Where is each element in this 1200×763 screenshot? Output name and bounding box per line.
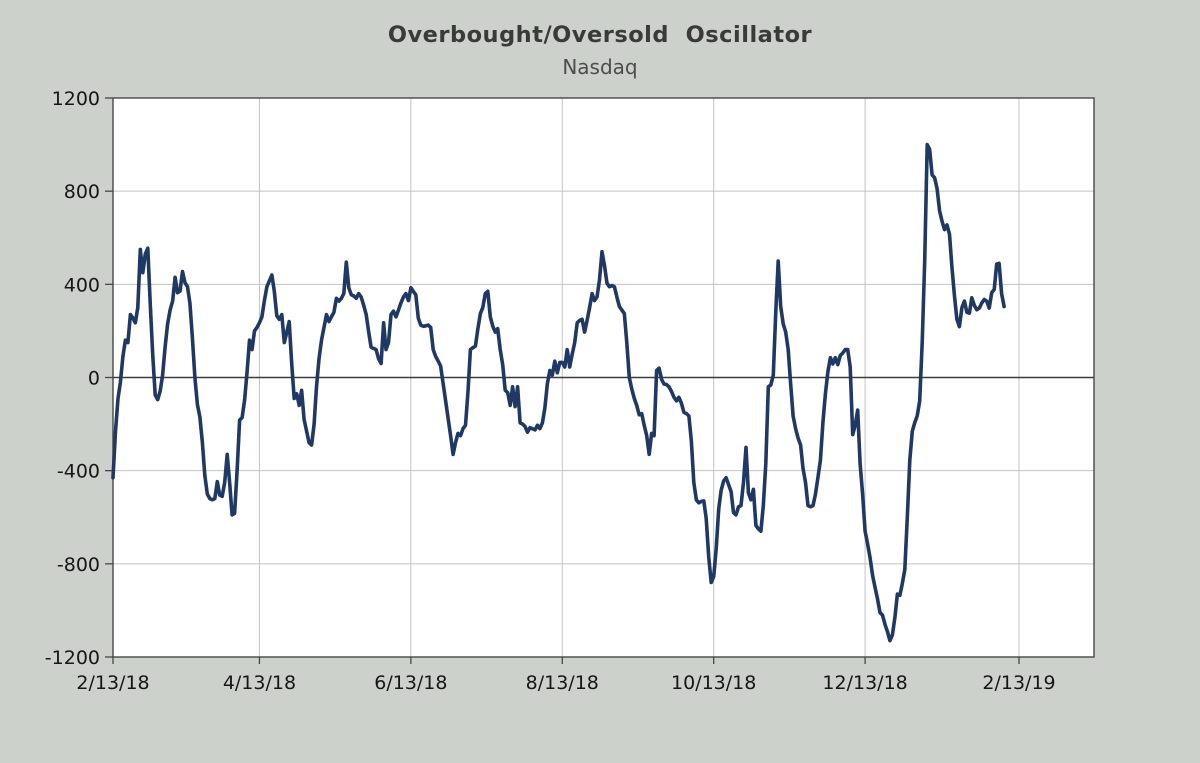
x-tick-label: 2/13/18 bbox=[76, 672, 149, 694]
y-tick-label: 1200 bbox=[52, 88, 100, 110]
x-tick-label: 2/13/19 bbox=[982, 672, 1055, 694]
x-tick-label: 6/13/18 bbox=[374, 672, 447, 694]
y-tick-label: -400 bbox=[57, 461, 100, 483]
y-tick-label: 400 bbox=[64, 274, 100, 296]
chart-subtitle: Nasdaq bbox=[562, 55, 638, 79]
x-tick-label: 8/13/18 bbox=[526, 672, 599, 694]
y-tick-label: -1200 bbox=[45, 647, 100, 669]
x-tick-label: 10/13/18 bbox=[671, 672, 756, 694]
plot-border bbox=[112, 97, 1095, 658]
y-tick-label: -800 bbox=[57, 554, 100, 576]
x-tick-label: 12/13/18 bbox=[822, 672, 907, 694]
oscillator-line bbox=[111, 142, 1006, 643]
x-tick-label: 4/13/18 bbox=[223, 672, 296, 694]
chart-title: Overbought/Oversold Oscillator bbox=[387, 22, 813, 48]
y-tick-label: 800 bbox=[64, 181, 100, 203]
y-tick-label: 0 bbox=[88, 368, 100, 390]
